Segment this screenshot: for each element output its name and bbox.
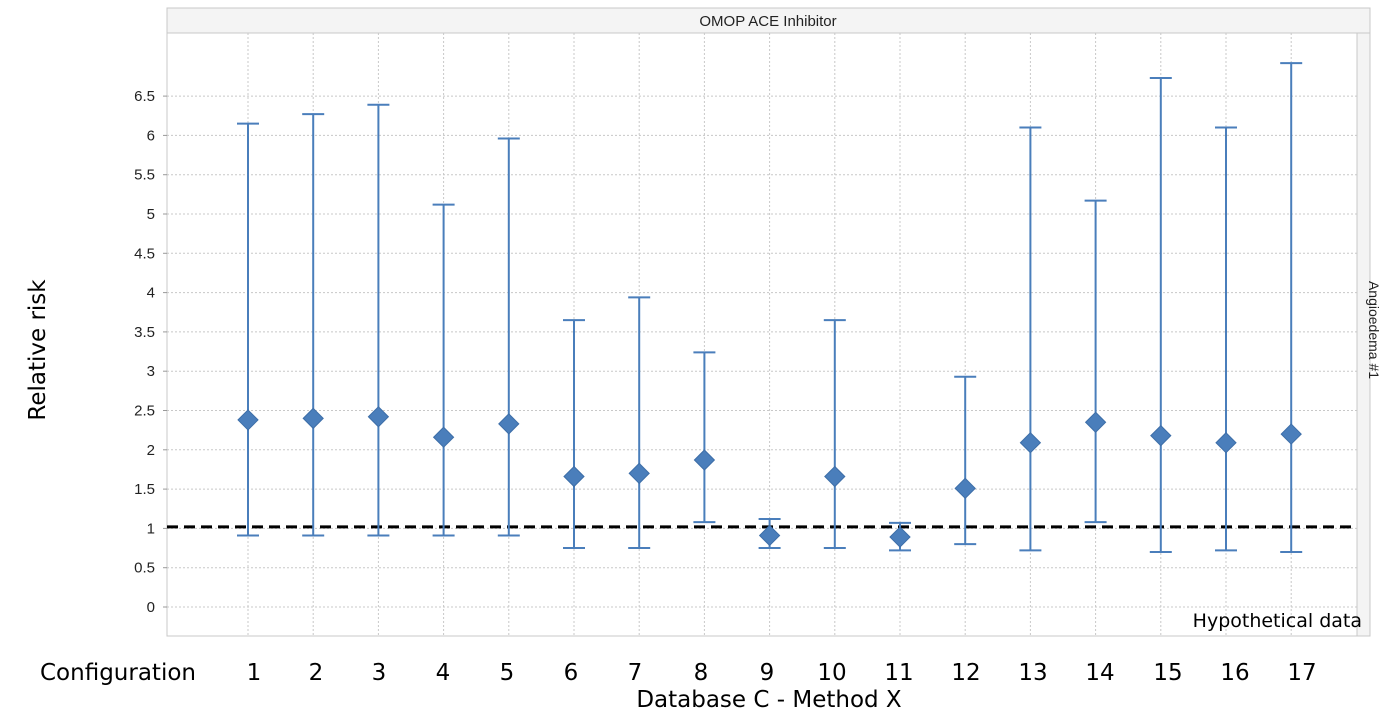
x-tick-label: 8 [694,660,709,686]
y-tick-label: 1.5 [134,481,155,498]
error-bar [954,375,977,546]
x-tick-label: 11 [884,660,913,686]
estimate-marker [367,406,390,428]
estimate-marker [628,462,650,485]
error-bar [237,122,259,537]
y-tick-label: 6 [147,127,155,144]
chart-title: OMOP ACE Inhibitor [699,13,836,30]
x-tick-label: 6 [564,660,579,686]
estimate-marker [1280,423,1302,445]
estimate-marker [954,477,976,500]
x-tick-labels: 1 2 3 4 5 6 7 8 9 10 11 12 13 14 15 16 17 [247,660,1317,686]
error-bar-layer [237,62,1303,553]
error-bar [1280,62,1303,553]
error-bar [1149,77,1172,553]
y-tick-label: 1 [147,520,155,537]
error-bar [1084,199,1107,524]
y-tick-label: 2 [147,442,155,459]
y-tick-label: 2.5 [134,403,155,420]
x-axis-label: Database C - Method X [636,687,902,713]
estimate-marker [432,426,455,448]
error-bar [497,137,520,537]
x-tick-label: 2 [309,660,324,686]
y-tick-label: 3.5 [134,324,155,341]
y-tick-labels: 0 0.5 1 1.5 2 2.5 3 3.5 4 4.5 5 5.5 6 6.5 [134,88,155,616]
x-tick-label: 10 [817,660,846,686]
annotation-text: Hypothetical data [1193,610,1362,632]
estimate-marker [824,465,846,488]
y-axis-label: Relative risk [25,279,51,421]
x-tick-label: 5 [500,660,515,686]
y-tick-label: 6.5 [134,88,155,105]
x-tick-label: 1 [247,660,262,686]
error-bar [693,351,716,524]
error-bar [367,103,390,537]
y-tick-label: 4.5 [134,245,155,262]
x-prefix-label: Configuration [40,660,196,686]
x-tick-label: 17 [1287,660,1316,686]
x-tick-label: 14 [1085,660,1114,686]
estimate-marker [1019,432,1042,454]
facet-strip [1356,32,1371,637]
error-bar [1215,126,1237,552]
x-tick-label: 15 [1153,660,1182,686]
x-tick-label: 13 [1018,660,1047,686]
y-tick-label: 4 [147,285,155,302]
title-strip [166,7,1371,34]
estimate-marker [237,409,259,431]
estimate-marker [498,413,520,435]
estimate-marker [758,524,781,547]
y-tick-label: 0.5 [134,560,155,577]
estimate-marker [1215,432,1237,454]
y-tick-label: 5.5 [134,167,155,184]
error-bar [563,319,585,550]
estimate-marker [1084,411,1107,433]
x-tick-label: 16 [1220,660,1249,686]
error-bar [628,296,651,550]
estimate-marker [693,449,716,471]
x-tick-label: 12 [951,660,980,686]
y-tick-label: 5 [147,206,155,223]
y-tick-label: 3 [147,363,155,380]
error-bar [432,203,455,537]
estimate-marker [1150,424,1172,447]
y-tick-label: 0 [147,599,155,616]
error-bar [823,319,846,550]
x-tick-label: 3 [372,660,387,686]
estimate-marker [889,526,911,548]
error-bar [302,113,325,537]
x-tick-label: 9 [760,660,775,686]
estimate-marker [563,465,585,488]
estimate-marker [302,407,324,430]
facet-label: Angioedema #1 [1366,281,1382,379]
x-tick-label: 4 [436,660,451,686]
error-bar [1019,126,1042,552]
marker-layer [237,406,1302,548]
x-tick-label: 7 [628,660,643,686]
